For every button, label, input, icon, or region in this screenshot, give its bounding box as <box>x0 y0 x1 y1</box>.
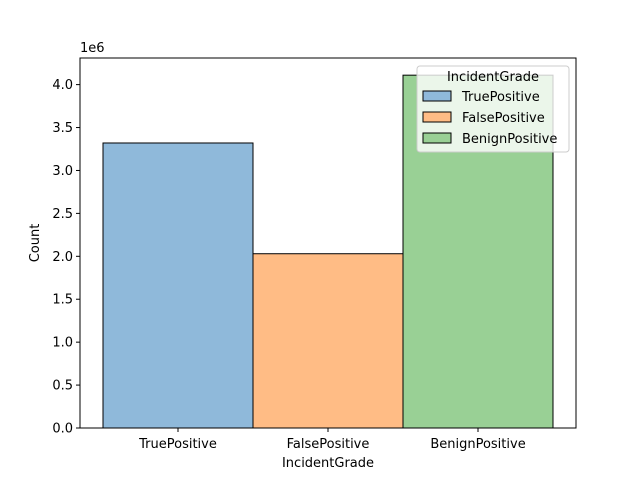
x-tick-label-benignpositive: BenignPositive <box>430 437 525 452</box>
y-tick-label: 2.0 <box>52 250 73 265</box>
bar-truepositive <box>102 142 254 429</box>
legend-label-benignpositive: BenignPositive <box>462 132 557 147</box>
legend-label-falsepositive: FalsePositive <box>462 111 545 126</box>
legend-entries: TruePositive FalsePositive BenignPositive <box>422 90 557 147</box>
y-offset-text: 1e6 <box>80 41 105 56</box>
y-tick-label: 3.0 <box>52 164 73 179</box>
legend-title: IncidentGrade <box>447 70 539 85</box>
y-axis-ticks: 0.0 0.5 1.0 1.5 2.0 2.5 3.0 3.5 4.0 <box>52 78 80 437</box>
y-tick-label: 0.0 <box>52 422 73 437</box>
legend-swatch-benignpositive <box>422 132 452 144</box>
legend-box <box>416 65 570 153</box>
y-tick-label: 1.5 <box>52 293 73 308</box>
y-tick-label: 3.5 <box>52 121 73 136</box>
legend-label-truepositive: TruePositive <box>461 90 540 105</box>
x-axis-label: IncidentGrade <box>282 456 374 471</box>
axes-frame <box>79 57 577 429</box>
y-tick-label: 2.5 <box>52 207 73 222</box>
y-axis-label: Count <box>28 224 43 263</box>
legend: IncidentGrade TruePositive FalsePositive B… <box>416 65 570 153</box>
x-tick-label-falsepositive: FalsePositive <box>287 437 370 452</box>
x-tick-label-truepositive: TruePositive <box>138 437 217 452</box>
legend-swatch-truepositive <box>422 90 452 102</box>
y-tick-label: 0.5 <box>52 379 73 394</box>
y-tick-label: 4.0 <box>52 78 73 93</box>
x-axis-ticks: TruePositive FalsePositive BenignPositive <box>138 428 526 452</box>
legend-swatch-falsepositive <box>422 111 452 123</box>
bar-falsepositive <box>252 253 404 429</box>
y-tick-label: 1.0 <box>52 336 73 351</box>
